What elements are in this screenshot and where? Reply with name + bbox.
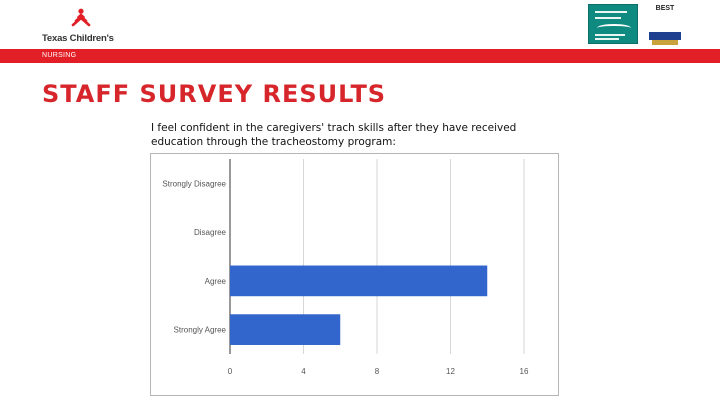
- badge-best-text: BEST: [655, 5, 675, 12]
- x-tick-label: 8: [375, 367, 380, 376]
- best-childrens-hospitals-badge: BEST: [646, 4, 684, 46]
- badge-gold-band: [652, 40, 678, 45]
- x-tick-label: 16: [520, 367, 529, 376]
- badge-text-line: [595, 11, 627, 13]
- x-tick-label: 4: [301, 367, 306, 376]
- category-label: Strongly Agree: [174, 326, 227, 335]
- badge-ribbon: [649, 32, 681, 40]
- survey-question: I feel confident in the caregivers' trac…: [151, 122, 517, 148]
- bar-chart: 0 4 8 12 16 Strongly Disagree Disagree Agree Str…: [162, 159, 529, 376]
- page-title: STAFF SURVEY RESULTS: [42, 80, 387, 108]
- badge-text-line: [595, 38, 619, 40]
- badge-wave-icon: [597, 24, 631, 32]
- category-label: Strongly Disagree: [162, 179, 226, 188]
- chart-panel: 0 4 8 12 16 Strongly Disagree Disagree Agree Str…: [150, 153, 559, 396]
- category-label: Agree: [205, 277, 227, 286]
- category-label: Disagree: [194, 228, 227, 237]
- texas-childrens-logo: Texas Children's: [42, 8, 122, 44]
- badge-text-line: [595, 34, 625, 36]
- header-red-bar: NURSING: [0, 49, 720, 63]
- magnet-badge: [588, 4, 638, 44]
- bar-agree: [230, 265, 488, 297]
- x-tick-label: 12: [446, 367, 455, 376]
- nursing-label: NURSING: [42, 52, 77, 59]
- x-tick-label: 0: [228, 367, 233, 376]
- logo-wordmark: Texas Children's: [42, 33, 114, 44]
- badge-text-line: [595, 17, 621, 19]
- logo-emblem-icon: [71, 8, 91, 27]
- bar-strongly-agree: [230, 314, 341, 345]
